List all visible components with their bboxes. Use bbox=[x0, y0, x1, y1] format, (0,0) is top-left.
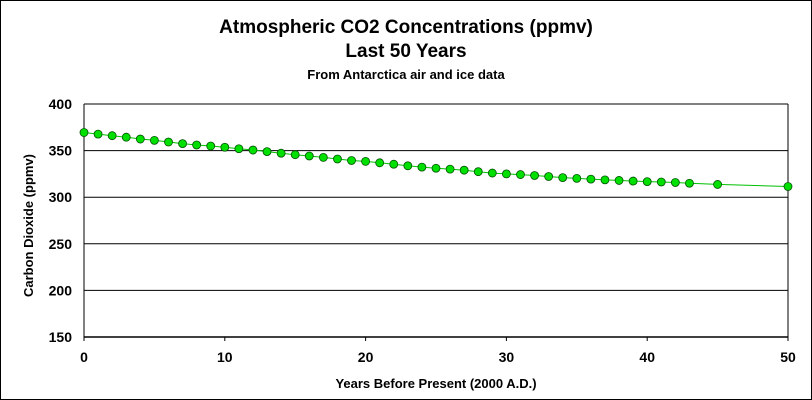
data-point bbox=[670, 178, 680, 187]
data-point bbox=[107, 131, 117, 141]
chart-title: Atmospheric CO2 Concentrations (ppmv) bbox=[219, 17, 593, 38]
x-tick-label: 20 bbox=[358, 349, 374, 365]
x-tick-label: 50 bbox=[780, 349, 796, 365]
data-point bbox=[276, 148, 286, 158]
data-point bbox=[487, 168, 497, 178]
data-point bbox=[206, 141, 216, 151]
gridlines bbox=[84, 103, 788, 338]
x-tick-label: 30 bbox=[499, 349, 515, 365]
data-point bbox=[389, 159, 399, 169]
data-point bbox=[347, 156, 356, 165]
data-point bbox=[304, 151, 314, 161]
data-point bbox=[318, 153, 328, 162]
data-point bbox=[333, 154, 342, 164]
chart-subtitle: From Antarctica air and ice data bbox=[307, 67, 505, 82]
data-point bbox=[600, 175, 610, 185]
data-point bbox=[516, 170, 525, 179]
data-point bbox=[572, 173, 582, 183]
axes bbox=[83, 104, 789, 341]
data-point bbox=[178, 139, 187, 149]
data-point bbox=[234, 144, 244, 154]
x-tick-label: 0 bbox=[80, 349, 88, 365]
data-point bbox=[501, 169, 511, 179]
y-tick-label: 400 bbox=[49, 96, 73, 112]
data-point bbox=[149, 135, 159, 145]
data-point bbox=[79, 128, 89, 137]
data-point bbox=[121, 132, 131, 142]
y-tick-label: 200 bbox=[49, 282, 73, 298]
data-point bbox=[685, 178, 694, 188]
data-point bbox=[262, 147, 272, 157]
data-point bbox=[417, 162, 427, 172]
chart-title-line-2: Last 50 Years bbox=[345, 41, 467, 62]
data-point bbox=[192, 140, 202, 150]
data-point bbox=[290, 150, 300, 160]
data-point bbox=[431, 163, 441, 173]
data-point bbox=[713, 180, 722, 189]
data-point bbox=[656, 177, 666, 187]
x-axis-title: Years Before Present (2000 A.D.) bbox=[335, 376, 536, 391]
data-point bbox=[403, 161, 413, 171]
y-tick-label: 350 bbox=[49, 143, 73, 159]
data-point bbox=[586, 174, 596, 184]
y-axis-title: Carbon Dioxide (ppmv) bbox=[21, 154, 36, 297]
data-point bbox=[642, 177, 652, 187]
x-tick-label: 40 bbox=[639, 349, 655, 365]
data-point bbox=[544, 172, 554, 181]
data-series bbox=[79, 128, 793, 191]
data-point bbox=[361, 157, 371, 166]
series-line bbox=[83, 132, 789, 187]
tick-labels: 150 200 250 300 350 400 0 10 20 30 40 50 bbox=[49, 96, 796, 365]
data-point bbox=[164, 137, 173, 147]
data-point bbox=[220, 142, 230, 152]
y-tick-label: 150 bbox=[49, 329, 73, 345]
y-tick-label: 250 bbox=[49, 236, 73, 252]
data-point bbox=[445, 164, 455, 174]
data-point bbox=[558, 173, 568, 183]
data-point bbox=[473, 167, 483, 177]
data-point bbox=[459, 165, 469, 175]
data-point bbox=[783, 182, 793, 191]
data-point bbox=[248, 145, 258, 155]
data-point bbox=[614, 176, 624, 185]
y-tick-label: 300 bbox=[49, 189, 73, 205]
x-tick-label: 10 bbox=[217, 349, 233, 365]
data-point bbox=[530, 171, 539, 180]
data-point bbox=[375, 158, 385, 168]
data-point bbox=[93, 129, 103, 139]
data-point bbox=[628, 176, 638, 186]
data-point bbox=[135, 134, 145, 144]
